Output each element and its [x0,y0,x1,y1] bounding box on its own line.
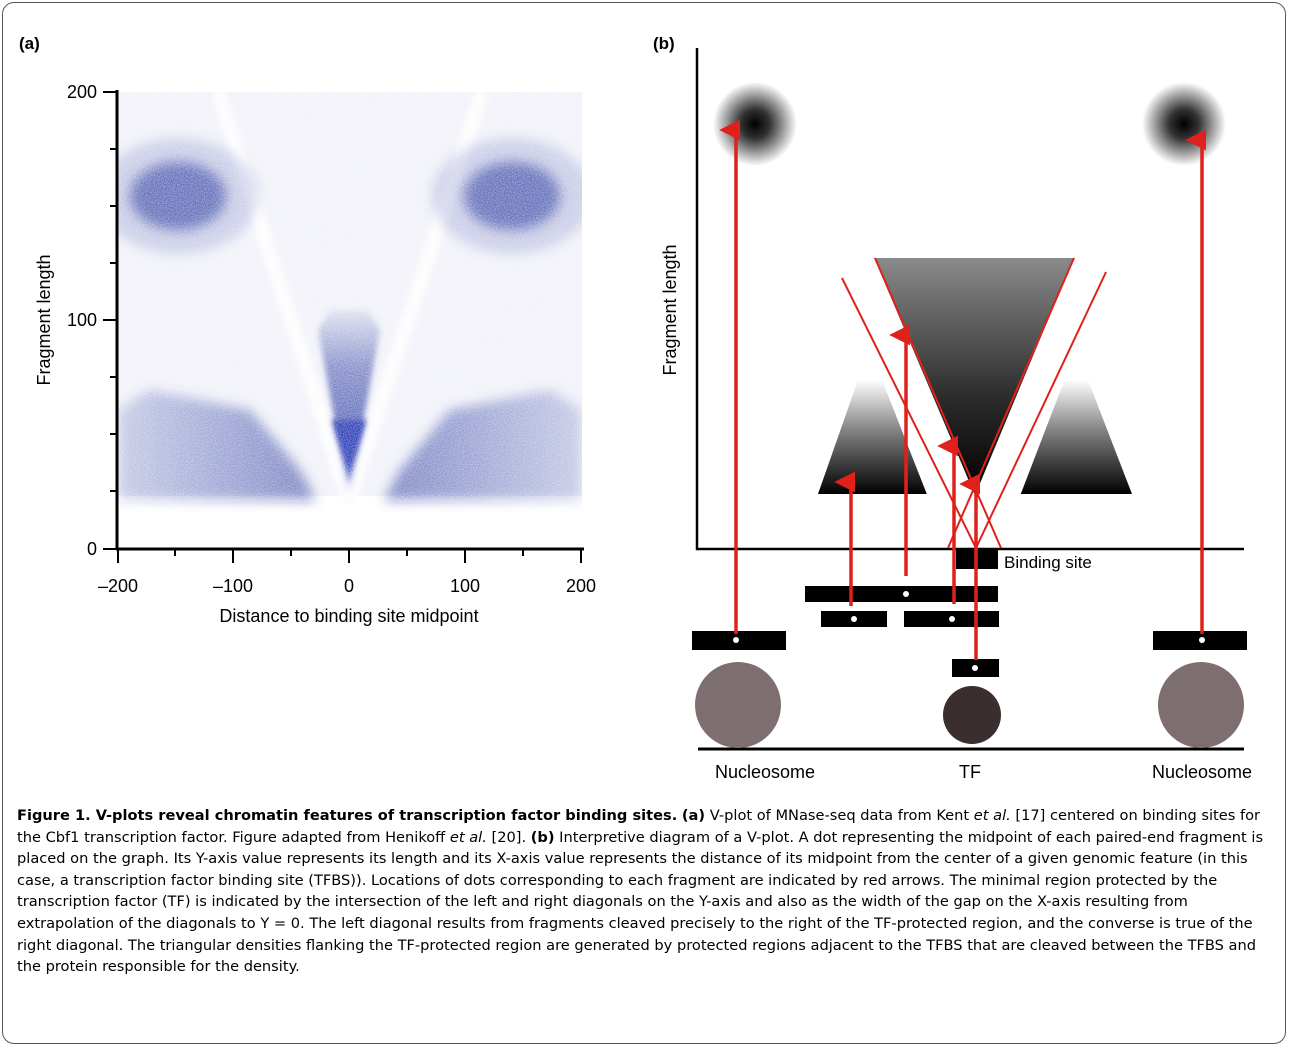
x-tick-label: –100 [213,576,253,596]
panel-a-label: (a) [19,34,40,53]
caption-a-label: (a) [681,807,706,824]
nucleosome-density-right [1142,82,1226,166]
diagram-y-axis-label: Fragment length [660,244,680,375]
tf-body [943,686,1001,744]
binding-site-label: Binding site [1004,553,1092,572]
figure-caption: Figure 1. V-plots reveal chromatin featu… [17,805,1275,978]
x-axis-label: Distance to binding site midpoint [219,606,478,626]
caption-etal: et al. [449,828,487,846]
vplot-diagram: Fragment length Binding site [660,48,1252,782]
vplot-chart: 200 100 0 –200 –100 0 100 200 Distance t… [34,82,596,626]
x-tick-label: 0 [344,576,354,596]
y-axis-label: Fragment length [34,254,54,385]
label-tf: TF [959,762,981,782]
fragment-arrows [719,119,1207,660]
caption-etal: et al. [973,807,1011,824]
caption-b-label: (b) [530,828,555,846]
caption-a-text: [17] centered on binding sites for the C… [17,807,1261,846]
y-tick-label: 200 [67,82,97,102]
x-tick-label: 200 [566,576,596,596]
caption-a-text: V-plot of MNase-seq data from Kent [705,807,974,824]
caption-b-text: Interpretive diagram of a V-plot. A dot … [17,828,1264,976]
nucleosome-density-left [713,82,797,166]
heatmap-density [118,92,582,505]
x-tick-label: 100 [450,576,480,596]
label-nucleosome-left: Nucleosome [715,762,815,782]
caption-title: Figure 1. V-plots reveal chromatin featu… [17,807,678,824]
nucleosome-left [695,662,781,748]
x-tick-label: –200 [98,576,138,596]
y-tick-label: 100 [67,310,97,330]
panel-b-label: (b) [653,34,675,53]
caption-a-text: [20]. [486,828,531,846]
y-tick-label: 0 [87,539,97,559]
nucleosome-right [1158,662,1244,748]
label-nucleosome-right: Nucleosome [1152,762,1252,782]
fragment-bars [692,586,1247,677]
tf-density-triangle [874,258,1074,495]
